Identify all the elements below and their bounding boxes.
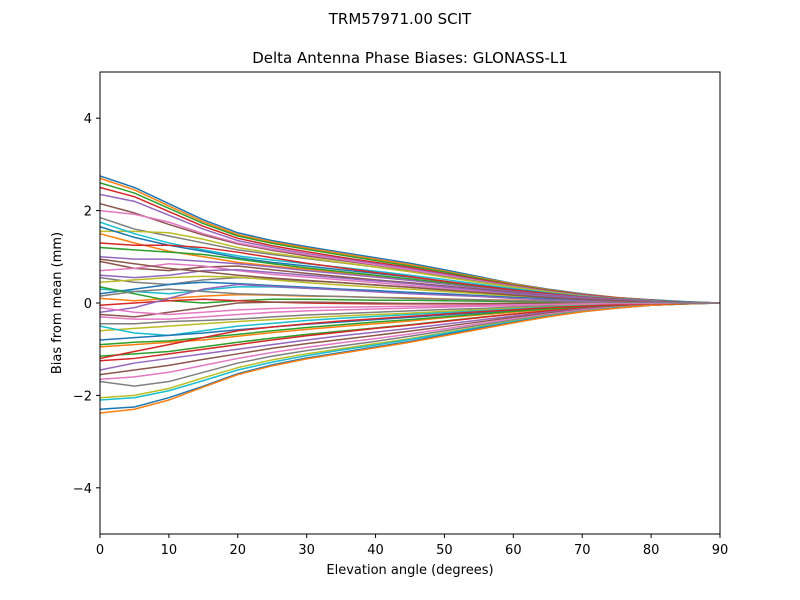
y-tick-label: −2	[73, 389, 92, 404]
series-line	[99, 302, 721, 414]
series-line	[99, 302, 721, 360]
chart-suptitle: TRM57971.00 SCIT	[328, 10, 472, 28]
series-line	[99, 302, 721, 387]
x-tick-label: 40	[367, 543, 384, 558]
y-tick-label: −4	[73, 482, 92, 497]
x-tick-label: 0	[96, 543, 104, 558]
series-layer	[99, 175, 721, 414]
x-tick-label: 50	[436, 543, 453, 558]
x-tick-label: 80	[643, 543, 660, 558]
y-tick-label: 0	[84, 297, 92, 312]
x-tick-label: 70	[574, 543, 591, 558]
x-tick-label: 90	[712, 543, 729, 558]
x-tick-label: 20	[230, 543, 247, 558]
series-line	[99, 258, 721, 304]
x-axis-label: Elevation angle (degrees)	[326, 563, 493, 578]
series-line	[99, 288, 720, 304]
x-axis-ticks: 0 10 20 30 40 50 60 70 80 90	[96, 534, 728, 558]
chart-title: Delta Antenna Phase Biases: GLONASS-L1	[252, 49, 568, 67]
series-line	[99, 302, 720, 316]
y-axis-label: Bias from mean (mm)	[50, 232, 65, 374]
y-tick-label: 4	[84, 112, 92, 127]
x-tick-label: 30	[298, 543, 315, 558]
x-tick-label: 10	[161, 543, 178, 558]
series-line	[99, 283, 720, 313]
y-tick-label: 2	[84, 205, 92, 220]
y-axis-ticks: −4 −2 0 2 4	[73, 112, 100, 497]
x-tick-label: 60	[505, 543, 522, 558]
